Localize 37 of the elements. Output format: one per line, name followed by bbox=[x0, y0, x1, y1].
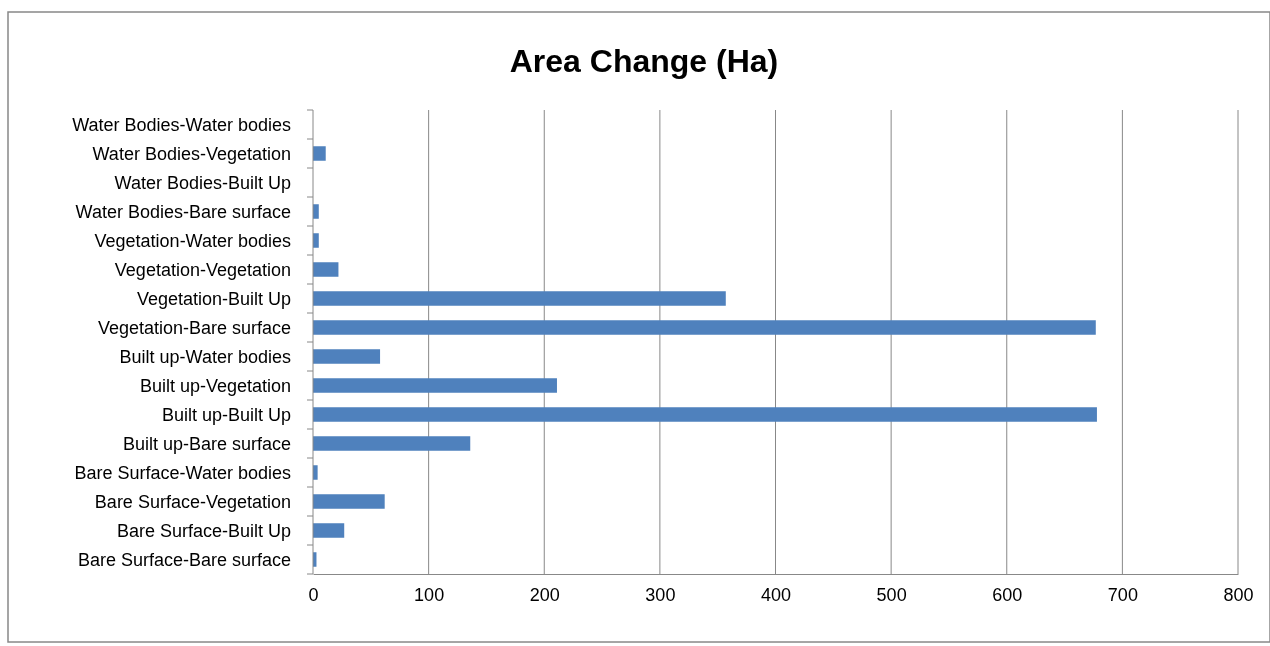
bar bbox=[313, 320, 1096, 335]
x-tick-label: 500 bbox=[876, 584, 907, 605]
bar bbox=[313, 523, 345, 538]
bar bbox=[313, 262, 339, 277]
y-tick-label: Vegetation-Water bodies bbox=[94, 230, 291, 251]
x-tick-label: 400 bbox=[760, 584, 792, 605]
y-tick-label: Vegetation-Bare surface bbox=[97, 317, 291, 338]
bar bbox=[313, 378, 557, 393]
bar bbox=[313, 407, 1097, 422]
x-tick-label: 800 bbox=[1223, 584, 1254, 605]
y-tick-label: Water Bodies-Built Up bbox=[114, 172, 291, 193]
bar bbox=[313, 146, 326, 161]
x-tick-label: 700 bbox=[1107, 584, 1138, 605]
x-tick-label: 300 bbox=[645, 584, 676, 605]
x-tick-label: 0 bbox=[308, 584, 319, 605]
bar bbox=[313, 291, 726, 306]
y-tick-label: Bare Surface-Bare surface bbox=[77, 549, 291, 570]
y-tick-label: Vegetation-Built Up bbox=[136, 288, 291, 309]
y-tick-label: Water Bodies-Bare surface bbox=[75, 201, 291, 222]
y-tick-label: Bare Surface-Built Up bbox=[116, 520, 291, 541]
y-tick-label: Bare Surface-Vegetation bbox=[94, 491, 291, 512]
y-tick-label: Built up-Water bodies bbox=[119, 346, 291, 367]
x-tick-label: 100 bbox=[414, 584, 445, 605]
x-tick-label: 600 bbox=[992, 584, 1023, 605]
y-tick-label: Vegetation-Vegetation bbox=[114, 259, 291, 280]
y-tick-label: Built up-Built Up bbox=[161, 404, 291, 425]
bar bbox=[313, 349, 381, 364]
chart-title: Area Change (Ha) bbox=[509, 43, 779, 79]
x-tick-label: 200 bbox=[529, 584, 560, 605]
bar bbox=[313, 436, 471, 451]
y-tick-label: Water Bodies-Water bodies bbox=[72, 114, 291, 135]
y-tick-label: Bare Surface-Water bodies bbox=[74, 462, 291, 483]
bar bbox=[313, 465, 318, 480]
y-tick-label: Built up-Vegetation bbox=[139, 375, 291, 396]
bar bbox=[313, 494, 385, 509]
y-tick-label: Water Bodies-Vegetation bbox=[92, 143, 291, 164]
y-tick-label: Built up-Bare surface bbox=[122, 433, 291, 454]
